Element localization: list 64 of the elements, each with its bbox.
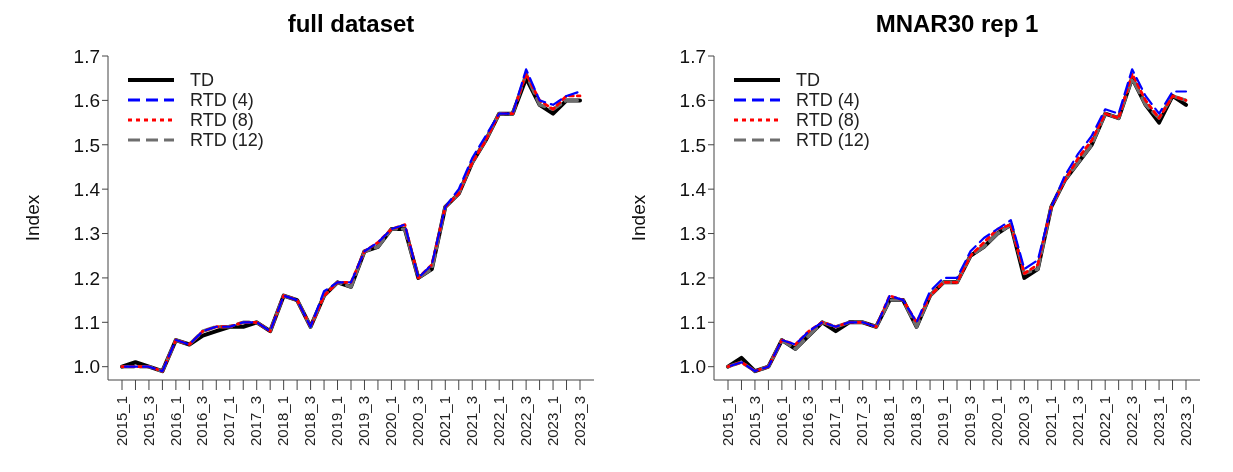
x-tick-label: 2018_1 bbox=[274, 396, 292, 447]
x-tick-label: 2018_3 bbox=[301, 396, 319, 447]
x-tick-label: 2016_1 bbox=[166, 396, 184, 447]
x-tick-label: 2015_3 bbox=[139, 396, 157, 447]
legend-label: TD bbox=[190, 70, 214, 90]
x-tick-label: 2015_1 bbox=[112, 396, 130, 447]
y-tick-label: 1.7 bbox=[679, 45, 706, 67]
x-tick-label: 2022_3 bbox=[1122, 396, 1140, 447]
x-tick-label: 2021_3 bbox=[1068, 396, 1086, 447]
x-tick-label: 2015_3 bbox=[745, 396, 763, 447]
x-tick-label: 2017_1 bbox=[826, 396, 844, 447]
y-tick-label: 1.6 bbox=[73, 90, 100, 112]
x-tick-label: 2019_3 bbox=[355, 396, 373, 447]
x-tick-label: 2018_1 bbox=[880, 396, 898, 447]
x-tick-label: 2019_3 bbox=[961, 396, 979, 447]
legend-label: RTD (4) bbox=[190, 90, 254, 110]
x-tick-label: 2015_1 bbox=[718, 396, 736, 447]
x-tick-label: 2017_1 bbox=[220, 396, 238, 447]
x-tick-label: 2023_3 bbox=[570, 396, 588, 447]
y-tick-label: 1.2 bbox=[73, 267, 100, 289]
y-tick-label: 1.5 bbox=[73, 134, 100, 156]
x-tick-label: 2016_3 bbox=[799, 396, 817, 447]
x-tick-label: 2016_3 bbox=[193, 396, 211, 447]
legend-label: TD bbox=[796, 70, 820, 90]
y-tick-label: 1.2 bbox=[679, 267, 706, 289]
y-tick-label: 1.6 bbox=[679, 90, 706, 112]
x-tick-label: 2021_1 bbox=[1041, 396, 1059, 447]
x-tick-label: 2022_1 bbox=[1095, 396, 1113, 447]
y-tick-label: 1.3 bbox=[73, 223, 100, 245]
y-tick-label: 1.1 bbox=[679, 312, 706, 334]
x-tick-label: 2022_1 bbox=[489, 396, 507, 447]
y-tick-label: 1.4 bbox=[679, 178, 707, 200]
y-tick-label: 1.1 bbox=[73, 312, 100, 334]
x-tick-label: 2017_3 bbox=[247, 396, 265, 447]
y-tick-label: 1.0 bbox=[73, 356, 100, 378]
x-tick-label: 2019_1 bbox=[934, 396, 952, 447]
y-tick-label: 1.5 bbox=[679, 134, 706, 156]
y-axis-title: Index bbox=[21, 194, 43, 242]
y-tick-label: 1.3 bbox=[679, 223, 706, 245]
y-tick-label: 1.4 bbox=[73, 178, 101, 200]
legend-label: RTD (12) bbox=[190, 130, 264, 150]
legend-label: RTD (8) bbox=[190, 110, 254, 130]
x-tick-label: 2016_1 bbox=[772, 396, 790, 447]
y-tick-label: 1.7 bbox=[73, 45, 100, 67]
x-tick-label: 2020_3 bbox=[409, 396, 426, 447]
y-axis-title: Index bbox=[627, 194, 649, 242]
legend-label: RTD (4) bbox=[796, 90, 860, 110]
x-tick-label: 2021_1 bbox=[435, 396, 453, 447]
x-tick-label: 2020_1 bbox=[382, 396, 400, 447]
x-tick-label: 2018_3 bbox=[907, 396, 925, 447]
chart-title: MNAR30 rep 1 bbox=[874, 10, 1040, 38]
x-tick-label: 2020_1 bbox=[988, 396, 1006, 447]
x-tick-label: 2017_3 bbox=[853, 396, 871, 447]
x-tick-label: 2023_3 bbox=[1176, 396, 1194, 447]
x-tick-label: 2019_1 bbox=[328, 396, 346, 447]
x-tick-label: 2022_3 bbox=[516, 396, 534, 447]
legend-label: RTD (12) bbox=[796, 130, 870, 150]
y-tick-label: 1.0 bbox=[679, 356, 706, 378]
legend-label: RTD (8) bbox=[796, 110, 860, 130]
x-tick-label: 2020_3 bbox=[1015, 396, 1032, 447]
x-tick-label: 2023_1 bbox=[543, 396, 561, 447]
chart-title: full dataset bbox=[286, 10, 416, 38]
x-tick-label: 2021_3 bbox=[462, 396, 480, 447]
x-tick-label: 2023_1 bbox=[1149, 396, 1167, 447]
